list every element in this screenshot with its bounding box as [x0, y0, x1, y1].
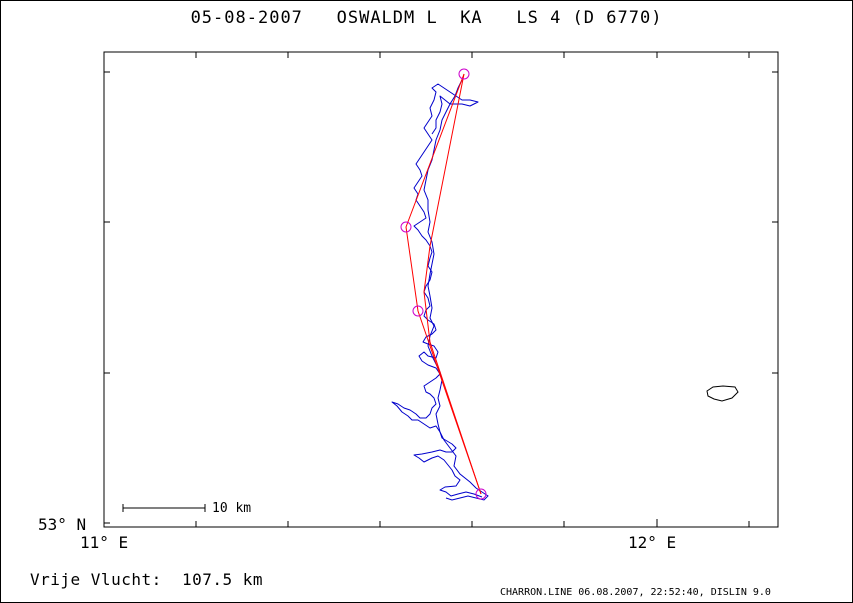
- turnpoint-circle: [475, 488, 487, 500]
- scale-bar: [122, 504, 206, 512]
- turnpoint-circle: [400, 221, 412, 233]
- turnpoints: [400, 68, 487, 500]
- flight-track-return: [423, 79, 489, 501]
- lake-outline: [706, 385, 739, 402]
- longitude-label-12: 12° E: [628, 533, 677, 552]
- task-leg-return: [423, 73, 482, 495]
- turnpoint-circle: [412, 305, 424, 317]
- turnpoint-circle: [458, 68, 470, 80]
- footer-info: CHARRON.LINE 06.08.2007, 22:52:40, DISLI…: [500, 587, 771, 598]
- plot-frame: [103, 51, 779, 528]
- map-title: 05-08-2007 OSWALDM L KA LS 4 (D 6770): [190, 8, 663, 28]
- latitude-label: 53° N: [38, 515, 87, 534]
- flight-distance: Vrije Vlucht: 107.5 km: [30, 570, 264, 589]
- task-lines: [405, 73, 482, 495]
- task-leg-outbound: [405, 73, 482, 495]
- scale-bar-label: 10 km: [212, 501, 252, 516]
- longitude-label-11: 11° E: [80, 533, 129, 552]
- tick-marks: [103, 52, 778, 527]
